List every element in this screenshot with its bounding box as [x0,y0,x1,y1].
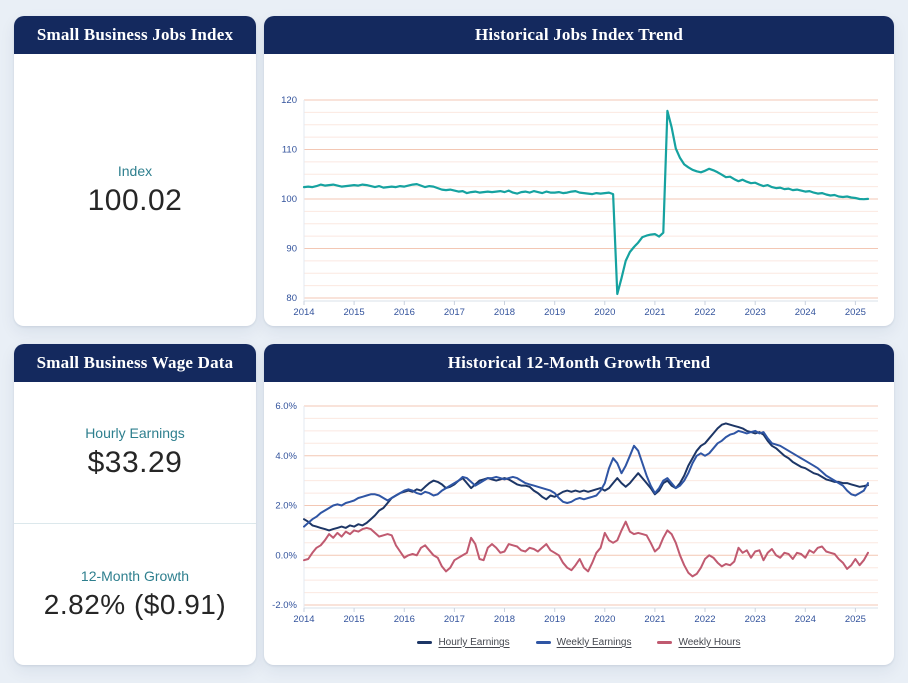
wage-data-card-title: Small Business Wage Data [14,344,256,382]
svg-text:2018: 2018 [494,614,515,625]
jobs-index-card-body: Index 100.02 [14,54,256,326]
hourly-earnings-label: Hourly Earnings [85,425,185,441]
legend-swatch-icon [535,640,551,644]
legend-label: Hourly Earnings [438,636,510,648]
svg-text:2023: 2023 [745,307,766,318]
jobs-index-line-chart: 2014 2015 2016 2017 2018 2019 2020 2021 2022 2023… [281,95,878,318]
dashboard: Small Business Jobs Index Index 100.02 S… [14,16,894,665]
svg-text:2015: 2015 [344,614,365,625]
legend-swatch-icon [417,640,433,644]
index-label: Index [117,162,153,179]
right-column: Historical Jobs Index Trend 2014 2015 2016… [264,16,894,665]
svg-text:2025: 2025 [845,307,866,318]
wage-data-card-body: Hourly Earnings $33.29 12-Month Growth 2… [14,382,256,665]
left-column: Small Business Jobs Index Index 100.02 S… [14,16,256,665]
svg-text:2019: 2019 [544,307,565,318]
legend-item-weekly-earnings[interactable]: Weekly Earnings [535,636,632,648]
svg-text:2023: 2023 [745,614,766,625]
twelve-month-growth-label: 12-Month Growth [80,568,190,584]
svg-text:2020: 2020 [594,614,615,625]
twelve-month-growth-value: 2.82% ($0.91) [43,589,227,620]
jobs-trend-card-title: Historical Jobs Index Trend [264,16,894,54]
svg-text:2022: 2022 [694,307,715,318]
svg-text:2025: 2025 [845,614,866,625]
chart-legend: Hourly Earnings Weekly Earnings Weekly Hou… [264,626,894,658]
growth-trend-line-chart: 2014 2015 2016 2017 2018 2019 2020 2021 2022 2023… [272,401,878,625]
svg-text:2024: 2024 [795,614,816,625]
svg-text:2021: 2021 [644,614,665,625]
svg-text:110: 110 [282,145,297,156]
svg-text:-2.0%: -2.0% [272,600,297,611]
svg-text:2016: 2016 [394,307,415,318]
svg-text:2016: 2016 [394,614,415,625]
wage-data-card: Small Business Wage Data Hourly Earnings… [14,344,256,665]
jobs-trend-card: Historical Jobs Index Trend 2014 2015 2016… [264,16,894,326]
jobs-index-card-title: Small Business Jobs Index [14,16,256,54]
jobs-index-card: Small Business Jobs Index Index 100.02 [14,16,256,326]
svg-text:2.0%: 2.0% [275,501,297,512]
legend-item-weekly-hours[interactable]: Weekly Hours [657,636,741,648]
svg-text:2017: 2017 [444,614,465,625]
legend-swatch-icon [657,640,673,644]
jobs-trend-chart-area: 2014 2015 2016 2017 2018 2019 2020 2021 2022 2023… [264,54,894,326]
svg-text:120: 120 [281,95,297,106]
growth-trend-chart-area: 2014 2015 2016 2017 2018 2019 2020 2021 2022 2023… [264,382,894,665]
legend-label: Weekly Hours [678,636,741,648]
svg-text:6.0%: 6.0% [275,401,297,412]
svg-text:2021: 2021 [644,307,665,318]
svg-text:2024: 2024 [795,307,816,318]
svg-text:2018: 2018 [494,307,515,318]
hourly-earnings-section: Hourly Earnings $33.29 [14,382,256,523]
svg-text:80: 80 [286,293,297,304]
legend-item-hourly-earnings[interactable]: Hourly Earnings [417,636,510,648]
svg-text:2020: 2020 [594,307,615,318]
svg-text:100: 100 [281,194,297,205]
svg-text:2022: 2022 [694,614,715,625]
svg-text:90: 90 [286,244,297,255]
legend-label: Weekly Earnings [556,636,632,648]
svg-text:0.0%: 0.0% [275,550,297,561]
jobs-index-stat: Index 100.02 [88,163,183,218]
svg-text:2014: 2014 [293,307,314,318]
index-value: 100.02 [87,183,183,217]
hourly-earnings-value: $33.29 [87,446,183,479]
twelve-month-growth-section: 12-Month Growth 2.82% ($0.91) [14,523,256,665]
growth-trend-card: Historical 12-Month Growth Trend 2014 201… [264,344,894,665]
svg-text:4.0%: 4.0% [275,451,297,462]
svg-text:2017: 2017 [444,307,465,318]
svg-text:2015: 2015 [344,307,365,318]
svg-text:2019: 2019 [544,614,565,625]
growth-trend-card-title: Historical 12-Month Growth Trend [264,344,894,382]
svg-text:2014: 2014 [293,614,314,625]
